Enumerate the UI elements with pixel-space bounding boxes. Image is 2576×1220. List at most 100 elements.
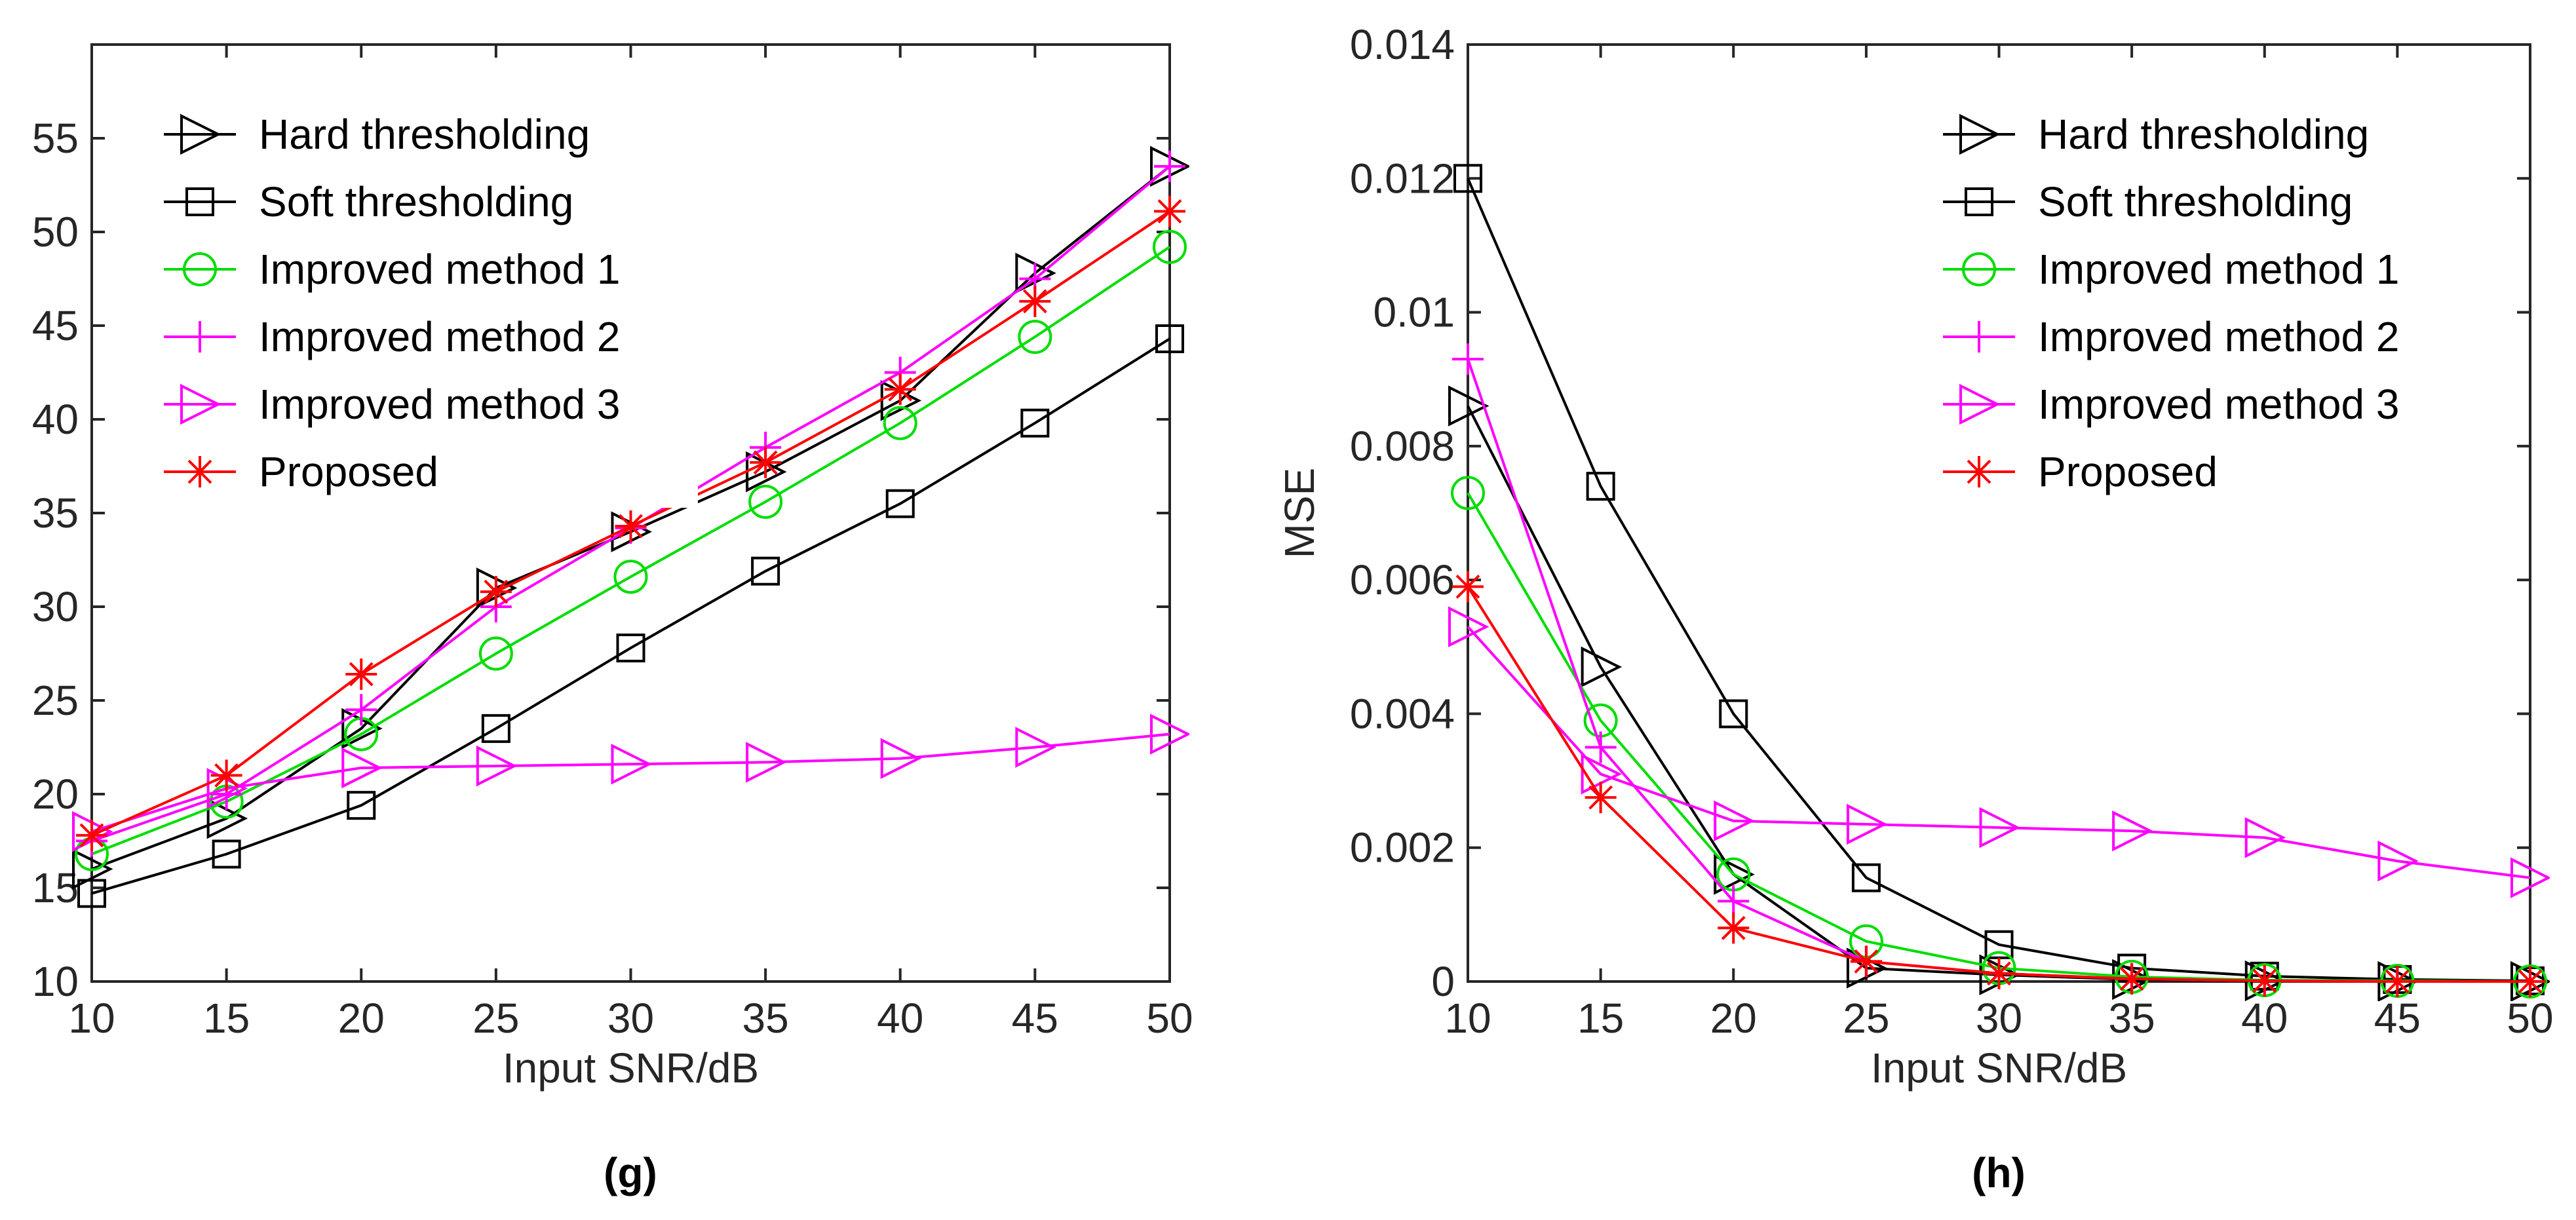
y-tick-label: 0.012 xyxy=(1350,155,1455,202)
data-point-soft-thresholding xyxy=(1453,164,1482,193)
x-tick-label: 50 xyxy=(2507,995,2553,1042)
x-tick-label: 35 xyxy=(742,995,789,1042)
data-point-soft-thresholding xyxy=(1851,863,1881,892)
x-tick-label: 40 xyxy=(2241,995,2288,1042)
series-line-improved-method-1 xyxy=(91,246,1171,856)
legend-label: Improved method 2 xyxy=(259,313,620,360)
data-point-improved-method-2 xyxy=(345,694,377,726)
y-tick-label: 0.002 xyxy=(1350,824,1455,871)
legend-item-soft-thresholding: Soft thresholding xyxy=(164,178,573,225)
data-point-proposed xyxy=(1019,285,1051,317)
data-point-improved-method-1 xyxy=(1451,476,1485,510)
data-point-improved-method-2 xyxy=(1585,731,1617,763)
data-point-proposed xyxy=(1718,912,1750,944)
data-point-soft-thresholding xyxy=(616,633,645,662)
series-soft-thresholding xyxy=(1453,164,2545,995)
data-point-improved-method-3 xyxy=(1714,800,1755,842)
legend-marker-soft-thresholding xyxy=(1965,187,1993,216)
legend-marker-proposed xyxy=(184,456,216,487)
data-point-proposed xyxy=(345,658,377,690)
x-axis-label: Input SNR/dB xyxy=(1871,1044,2127,1092)
x-tick-label: 25 xyxy=(1843,995,1889,1042)
data-point-soft-thresholding xyxy=(751,556,780,586)
y-axis-label: MSE xyxy=(1276,468,1323,559)
legend-item-improved-method-1: Improved method 1 xyxy=(164,246,620,293)
data-point-improved-method-3 xyxy=(1015,727,1056,768)
series-proposed xyxy=(76,195,1185,851)
series-group xyxy=(72,145,1189,908)
legend-item-improved-method-2: Improved method 2 xyxy=(164,313,620,360)
legend-marker-improved-method-1 xyxy=(1962,252,1996,286)
data-point-proposed xyxy=(480,576,512,608)
x-tick-label: 20 xyxy=(1710,995,1757,1042)
x-tick-label: 10 xyxy=(68,995,115,1042)
data-point-improved-method-2 xyxy=(1452,343,1484,375)
series-improved-method-3 xyxy=(72,714,1189,852)
series-line-soft-thresholding xyxy=(91,337,1171,895)
legend-label: Hard thresholding xyxy=(259,111,590,158)
legend-label: Hard thresholding xyxy=(2038,111,2369,158)
x-axis-label: Input SNR/dB xyxy=(503,1044,759,1092)
legend-label: Improved method 1 xyxy=(2038,246,2399,293)
data-point-soft-thresholding xyxy=(347,791,376,820)
data-point-proposed xyxy=(2514,966,2546,997)
y-tick-label: 0.01 xyxy=(1373,289,1455,336)
series-line-soft-thresholding xyxy=(1467,178,2531,982)
x-tick-label: 45 xyxy=(1012,995,1058,1042)
legend-marker-improved-method-1 xyxy=(183,252,217,286)
data-point-hard-thresholding xyxy=(1581,646,1623,688)
data-point-proposed xyxy=(1154,195,1185,227)
data-point-soft-thresholding xyxy=(1020,408,1050,438)
data-point-improved-method-3 xyxy=(746,742,787,783)
x-tick-label: 45 xyxy=(2374,995,2421,1042)
series-line-improved-method-3 xyxy=(1467,626,2531,879)
x-tick-label: 35 xyxy=(2109,995,2155,1042)
legend-label: Proposed xyxy=(259,448,438,495)
legend-item-improved-method-2: Improved method 2 xyxy=(1943,313,2399,360)
legend-item-proposed: Proposed xyxy=(1943,448,2218,495)
y-tick-label: 50 xyxy=(32,208,79,256)
legend-marker-improved-method-3 xyxy=(180,383,221,425)
data-point-proposed xyxy=(884,373,916,406)
legend-item-soft-thresholding: Soft thresholding xyxy=(1943,178,2353,225)
y-tick-label: 25 xyxy=(32,677,79,724)
legend-label: Soft thresholding xyxy=(2038,178,2353,225)
data-point-improved-method-3 xyxy=(2244,817,2286,858)
y-tick-label: 40 xyxy=(32,396,79,443)
y-tick-label: 0 xyxy=(1431,958,1455,1005)
legend-label: Improved method 1 xyxy=(259,246,620,293)
legend-item-improved-method-3: Improved method 3 xyxy=(1943,381,2399,428)
series-line-improved-method-3 xyxy=(91,733,1170,833)
data-point-improved-method-3 xyxy=(2510,857,2550,898)
legend-label: Improved method 3 xyxy=(259,381,620,428)
data-point-soft-thresholding xyxy=(212,839,241,869)
data-point-hard-thresholding xyxy=(72,848,113,890)
legend-label: Improved method 2 xyxy=(2038,313,2399,360)
chart-panel-h: 10 15 20 25 30 35 40 45 50 0 0.002 0.004 0.006 0.008 0… xyxy=(1276,21,2554,1196)
data-point-proposed xyxy=(210,759,242,791)
legend-label: Proposed xyxy=(2038,448,2218,495)
y-tick-label: 0.004 xyxy=(1350,690,1455,737)
x-tick-label: 40 xyxy=(877,995,923,1042)
x-tick-label: 10 xyxy=(1444,995,1491,1042)
data-point-proposed xyxy=(615,510,647,543)
y-tick-label: 55 xyxy=(32,115,79,162)
data-point-improved-method-3 xyxy=(1979,807,2020,848)
data-point-improved-method-1 xyxy=(883,406,917,440)
legend-background xyxy=(1940,128,2510,508)
series-soft-thresholding xyxy=(77,324,1184,908)
data-point-soft-thresholding xyxy=(885,489,915,518)
data-point-soft-thresholding xyxy=(77,879,106,908)
legend-label: Improved method 3 xyxy=(2038,381,2399,428)
data-point-proposed xyxy=(2248,964,2280,997)
data-point-soft-thresholding xyxy=(1155,324,1184,354)
legend: Hard thresholding Soft thresholding Improv… xyxy=(1940,111,2510,508)
x-tick-label: 25 xyxy=(472,995,519,1042)
data-point-improved-method-3 xyxy=(1150,714,1189,755)
data-point-improved-method-1 xyxy=(1018,320,1052,354)
legend-item-improved-method-3: Improved method 3 xyxy=(164,381,620,428)
data-point-soft-thresholding xyxy=(1586,472,1615,501)
data-point-proposed xyxy=(1850,945,1882,978)
data-point-proposed xyxy=(76,819,107,851)
